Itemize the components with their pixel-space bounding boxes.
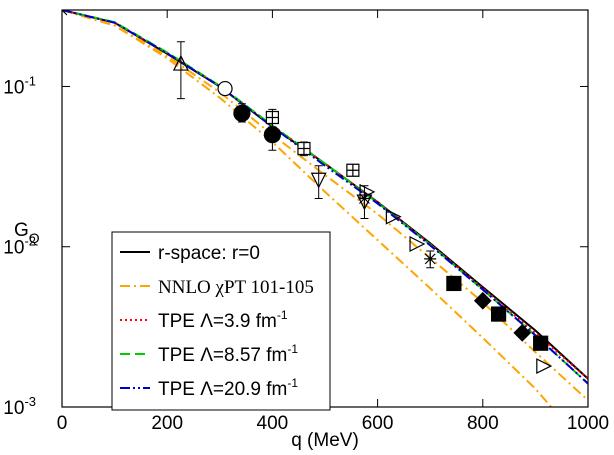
legend-name: TPE Λ=8.57 fm [158, 345, 287, 366]
legend-exponent: -1 [287, 342, 298, 356]
curve [62, 10, 552, 407]
marker [473, 291, 492, 310]
legend-name: TPE Λ=20.9 fm [158, 379, 287, 400]
y-label-main: G [14, 220, 29, 241]
y-label-sub: Q [29, 230, 40, 246]
legend-name: TPE Λ=3.9 fm [158, 311, 277, 332]
legend-name: NNLO χPT 101-105 [158, 277, 314, 298]
legend-box [111, 231, 331, 411]
plot-area [62, 10, 588, 407]
marker [490, 306, 507, 322]
marker [446, 275, 462, 292]
legend-name: r-space: r=0 [158, 243, 260, 264]
legend-label: TPE Λ=20.9 fm-1 [158, 376, 298, 400]
legend-label: TPE Λ=3.9 fm-1 [158, 308, 288, 332]
legend-label: NNLO χPT 101-105 [158, 277, 314, 298]
y-tick-exponent: -2 [24, 234, 36, 249]
marker [172, 54, 189, 71]
x-tick-label: 600 [362, 413, 394, 434]
marker [233, 104, 251, 122]
marker [346, 163, 360, 177]
y-axis-label: GQ [14, 220, 40, 246]
marker [536, 358, 553, 375]
marker [409, 236, 426, 252]
marker [358, 192, 371, 205]
y-tick-label: 10-1 [3, 73, 36, 98]
y-tick-label: 10-2 [3, 234, 36, 259]
x-tick-label: 0 [57, 413, 68, 434]
error-bar [314, 165, 323, 199]
y-tick-exponent: -3 [24, 394, 36, 409]
marker [217, 80, 233, 97]
marker [424, 252, 437, 265]
marker [297, 141, 311, 156]
curve [62, 10, 588, 380]
marker [263, 126, 281, 144]
legend-label: TPE Λ=8.57 fm-1 [158, 342, 298, 366]
x-tick-label: 1000 [567, 413, 609, 434]
marker [310, 172, 327, 189]
x-tick-label: 800 [467, 413, 499, 434]
marker [62, 10, 68, 16]
x-axis-label: q (MeV) [291, 430, 359, 451]
curve [62, 10, 588, 385]
x-tick-label: 400 [257, 413, 289, 434]
y-tick-label: 10-3 [3, 394, 36, 419]
legend-exponent: -1 [287, 376, 298, 390]
y-tick-exponent: -1 [24, 73, 36, 88]
marker [385, 208, 402, 225]
y-tick-base: 10 [3, 398, 24, 419]
y-tick-base: 10 [3, 77, 24, 98]
marker [265, 110, 279, 125]
x-tick-label: 200 [151, 413, 183, 434]
marker [533, 335, 549, 351]
y-tick-base: 10 [3, 238, 24, 259]
legend-label: r-space: r=0 [158, 243, 260, 264]
marker [513, 324, 532, 342]
legend-exponent: -1 [277, 308, 288, 322]
